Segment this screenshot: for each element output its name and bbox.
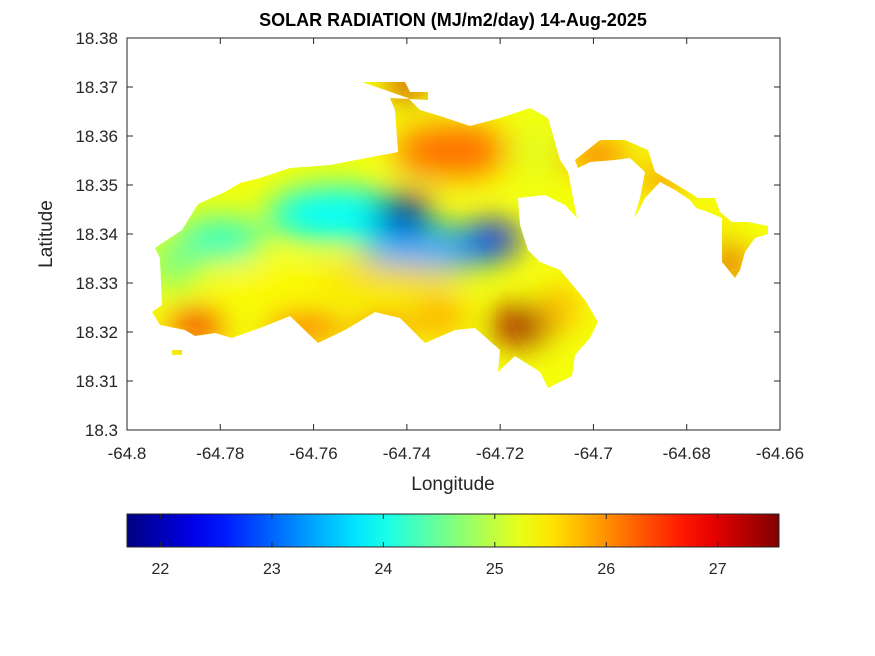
y-tick-label: 18.37 [75,78,118,97]
x-tick-label: -64.72 [476,444,524,463]
field-hotspot-0 [372,194,433,231]
y-tick-label: 18.38 [75,29,118,48]
colorbar-tick-label: 22 [152,561,170,578]
y-tick-label: 18.36 [75,127,118,146]
x-tick-label: -64.7 [574,444,613,463]
y-tick-label: 18.31 [75,372,118,391]
y-tick-label: 18.33 [75,274,118,293]
x-tick-label: -64.78 [196,444,244,463]
field-hotspot-1 [460,221,521,258]
colorbar-tick-label: 26 [597,561,615,578]
colorbar [126,513,780,548]
chart-title: SOLAR RADIATION (MJ/m2/day) 14-Aug-2025 [259,10,647,30]
colorbar-tick-label: 24 [374,561,392,578]
x-tick-label: -64.74 [383,444,431,463]
y-axis-title: Latitude [36,200,57,268]
colorbar-tick-label: 25 [486,561,504,578]
y-tick-label: 18.34 [75,225,118,244]
field-hotspot-5 [178,310,215,339]
colorbar-tick-label: 27 [709,561,727,578]
field-hotspot-2 [491,307,552,344]
colorbar-tick-label: 23 [263,561,281,578]
x-tick-label: -64.8 [108,444,147,463]
x-axis-title: Longitude [411,474,494,495]
y-tick-label: 18.3 [85,421,118,440]
y-tick-label: 18.32 [75,323,118,342]
x-tick-label: -64.76 [289,444,337,463]
x-tick-label: -64.66 [756,444,804,463]
y-tick-label: 18.35 [75,176,118,195]
x-tick-label: -64.68 [663,444,711,463]
